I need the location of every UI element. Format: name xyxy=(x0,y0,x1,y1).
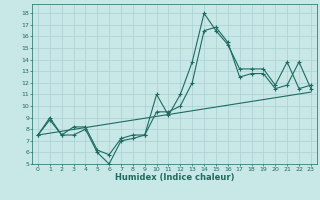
X-axis label: Humidex (Indice chaleur): Humidex (Indice chaleur) xyxy=(115,173,234,182)
